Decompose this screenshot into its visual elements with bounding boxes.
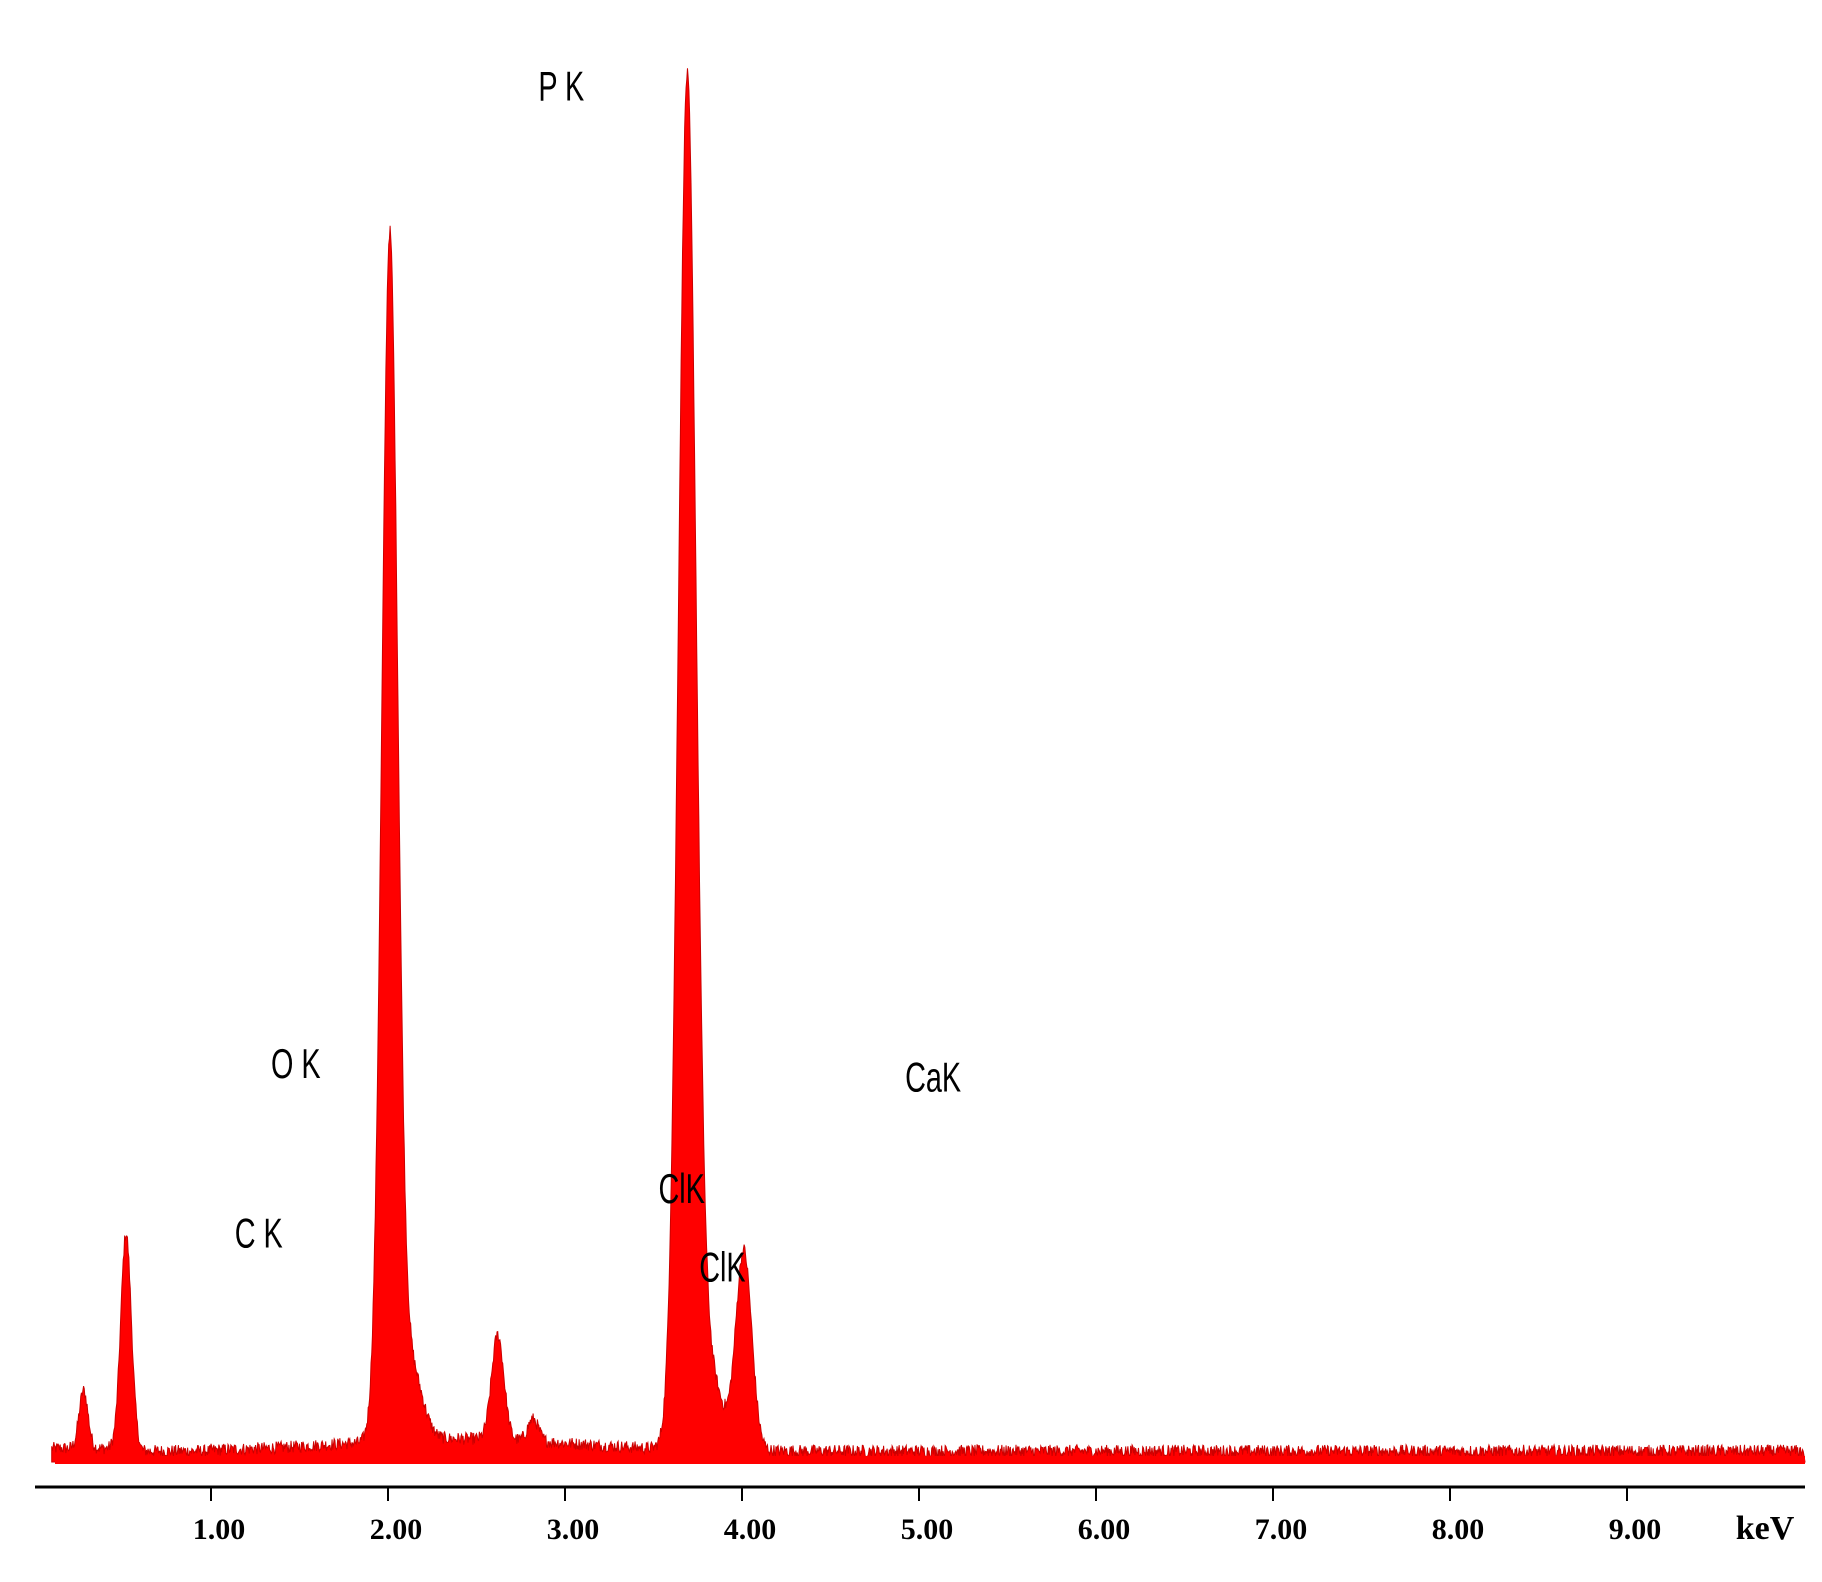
spectrum-baseline [55,1456,1805,1464]
x-axis-unit-label: keV [1736,1510,1795,1547]
peak-labels: C KO KP KClKClKCaKCaK [235,63,962,1291]
peak-label: O K [271,1041,321,1087]
spectrum-layer [51,68,1806,1464]
x-tick-label: 1.00 [193,1513,246,1546]
peak-label: ClK [658,1166,705,1212]
x-tick-label: 2.00 [370,1513,423,1546]
x-tick-label: 5.00 [901,1513,954,1546]
x-tick-label: 6.00 [1078,1513,1131,1546]
peak-label: P K [538,63,584,109]
x-tick-label: 7.00 [1255,1513,1308,1546]
x-tick-label: 3.00 [547,1513,600,1546]
x-tick-label: 4.00 [724,1513,777,1546]
peak-label: ClK [699,1245,746,1291]
peak-label: C K [235,1210,283,1256]
spectrum-area [51,68,1806,1463]
x-axis: 1.00 2.00 3.00 4.00 5.00 6.00 7.00 8.00 9.00 keV [35,1485,1805,1547]
peak-label: CaK [905,1055,961,1101]
x-tick-label: 8.00 [1432,1513,1485,1546]
x-tick-label: 9.00 [1609,1513,1662,1546]
